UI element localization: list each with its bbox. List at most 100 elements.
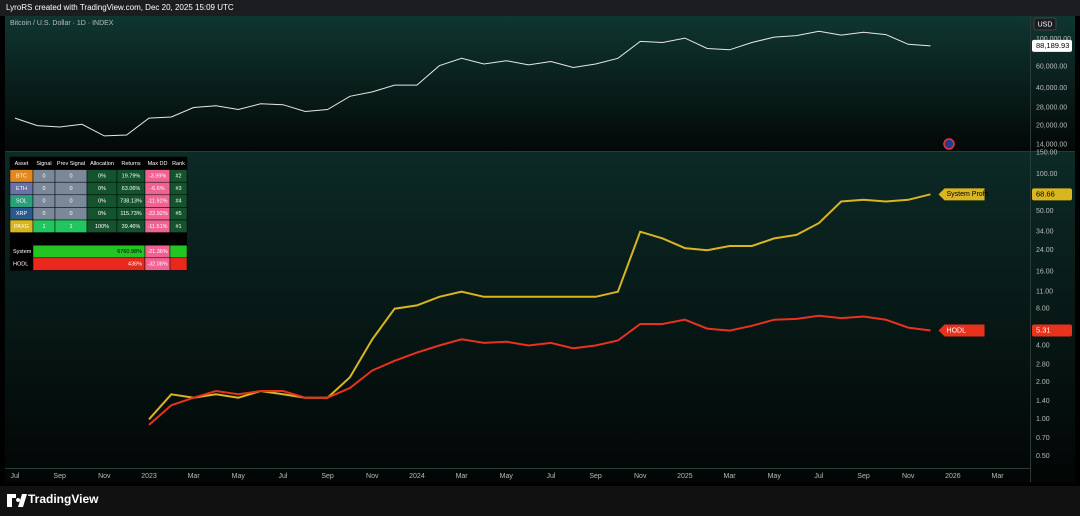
body-cell: -11.51% <box>147 224 167 230</box>
body-cell: 0 <box>69 186 72 192</box>
x-tick-label: Jul <box>546 473 555 480</box>
last-value: 88,189.93 <box>1036 41 1069 50</box>
header-cell: Rank <box>172 161 185 167</box>
y-tick-label: 60,000.00 <box>1036 63 1067 70</box>
body-cell: 63.06% <box>122 186 141 192</box>
x-tick-label: Jul <box>278 473 287 480</box>
y-tick-label: 28,000.00 <box>1036 104 1067 111</box>
x-tick-label: Mar <box>456 473 469 480</box>
body-cell: -11.92% <box>147 199 167 205</box>
y-tick-label: 100.00 <box>1036 171 1058 178</box>
y-tick-label: 11.00 <box>1036 289 1053 296</box>
last-value-box <box>1032 324 1072 337</box>
x-tick-label: Nov <box>366 473 379 480</box>
x-tick-label: Jul <box>11 473 20 480</box>
x-tick-label: Nov <box>634 473 647 480</box>
y-tick-label: 100,000.00 <box>1036 36 1071 43</box>
plot: Jul Sep Nov 2023 Mar May Jul Sep Nov 2024 Mar May Ju… <box>11 30 1072 480</box>
y-tick-label: 1.40 <box>1036 398 1050 405</box>
y-tick-label: 8.00 <box>1036 306 1050 313</box>
body-cell: 1 <box>42 224 45 230</box>
body-cell: 1 <box>69 224 72 230</box>
y-tick-label: 150.00 <box>1036 150 1058 157</box>
y-tick-label: 0.70 <box>1036 435 1050 442</box>
total-cell: HODL <box>13 262 28 268</box>
y-tick-label: 40,000.00 <box>1036 85 1067 92</box>
series-name: System Profit <box>947 191 989 198</box>
header-cell: Asset <box>15 161 29 167</box>
y-tick-label: 24.00 <box>1036 247 1054 254</box>
header-bar <box>0 0 1080 16</box>
x-tick-label: Sep <box>857 473 870 480</box>
header-cell: Prev Signal <box>57 161 85 167</box>
total-cell: 6760.98% <box>117 249 142 255</box>
body-cell: 0% <box>98 211 106 217</box>
symbol-title: Bitcoin / U.S. Dollar · 1D · INDEX <box>10 20 114 27</box>
body-cell: #5 <box>175 211 181 217</box>
body-cell: 19.79% <box>122 173 141 179</box>
body-cell: 0% <box>98 199 106 205</box>
footer-bar <box>0 486 1080 516</box>
y-tick-label: 0.50 <box>1036 453 1050 460</box>
x-tick-label: 2026 <box>945 473 961 480</box>
series-line <box>148 314 931 426</box>
series-line <box>14 30 931 137</box>
body-cell: SOL <box>16 199 27 205</box>
last-value-box <box>1032 39 1072 52</box>
body-cell: -22.92% <box>147 211 168 217</box>
header-cell: Max DD <box>148 161 168 167</box>
series-tag <box>938 188 985 201</box>
body-cell: BTC <box>16 173 27 179</box>
x-tick-label: Mar <box>991 473 1004 480</box>
last-value: 5.31 <box>1036 325 1051 334</box>
body-cell: 0 <box>69 199 72 205</box>
x-tick-label: 2024 <box>409 473 425 480</box>
total-cell: System <box>13 249 32 255</box>
body-cell: ETH <box>16 186 27 192</box>
body-cell: 0 <box>69 173 72 179</box>
body-cell: #4 <box>175 199 181 205</box>
body-cell: 0% <box>98 186 106 192</box>
x-tick-label: May <box>232 473 246 480</box>
last-value: 68.66 <box>1036 189 1055 198</box>
header-cell: Allocation <box>90 161 114 167</box>
stats-table: Asset Signal Prev Signal Allocation Returns M… <box>9 156 188 271</box>
last-value-box <box>1032 188 1072 201</box>
body-cell: 115.73% <box>120 211 141 217</box>
body-cell: 0 <box>42 211 45 217</box>
body-cell: -3.99% <box>149 173 167 179</box>
y-tick-label: 4.00 <box>1036 342 1050 349</box>
x-tick-label: Nov <box>902 473 915 480</box>
series-tag <box>938 324 985 337</box>
event-flag <box>943 138 955 150</box>
y-tick-label: 2.00 <box>1036 379 1050 386</box>
x-tick-label: 2025 <box>677 473 693 480</box>
header-cell: Signal <box>36 161 51 167</box>
brand-logo <box>7 494 27 507</box>
total-cell: 436% <box>128 262 142 268</box>
x-tick-label: Nov <box>98 473 111 480</box>
y-tick-label: 16.00 <box>1036 269 1054 276</box>
y-tick-label: 2.80 <box>1036 361 1050 368</box>
body-cell: #2 <box>175 173 181 179</box>
x-tick-label: May <box>768 473 782 480</box>
x-tick-label: May <box>500 473 514 480</box>
body-cell: 0 <box>42 199 45 205</box>
y-tick-label: 50.00 <box>1036 208 1054 215</box>
body-cell: 0 <box>42 186 45 192</box>
body-cell: -6.6% <box>150 186 164 192</box>
header-cell: Returns <box>121 161 141 167</box>
price-pane <box>5 16 1075 151</box>
body-cell: #3 <box>175 186 181 192</box>
total-cell: -32.08% <box>147 262 168 268</box>
y-tick-label: 1.00 <box>1036 416 1050 423</box>
x-tick-label: Jul <box>814 473 823 480</box>
body-cell: PAXG <box>14 224 29 230</box>
table-cell <box>169 257 188 271</box>
table-cell <box>169 244 188 259</box>
x-tick-label: Mar <box>724 473 737 480</box>
x-tick-label: Mar <box>188 473 201 480</box>
body-cell: XRP <box>16 211 28 217</box>
y-tick-label: 14,000.00 <box>1036 142 1067 149</box>
